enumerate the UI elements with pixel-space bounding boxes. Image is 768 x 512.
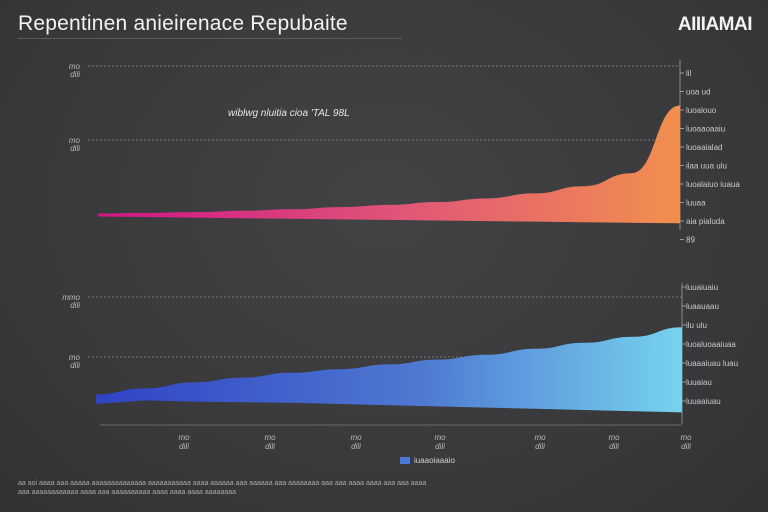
x-tick-sublabel: dili — [609, 442, 619, 451]
legend-label: iuaaoiaaaio — [414, 456, 455, 465]
upper-right-label: 89 — [686, 236, 695, 245]
lower-y-tick-label: mo — [69, 353, 81, 362]
x-tick-label: mo — [680, 433, 692, 442]
upper-right-label: lil — [686, 69, 692, 78]
x-tick-label: mo — [264, 433, 276, 442]
lower-right-label: ilu ulu — [686, 321, 707, 330]
legend-swatch — [400, 457, 410, 464]
x-tick-label: mo — [350, 433, 362, 442]
upper-y-tick-sublabel: dili — [70, 70, 80, 79]
lower-right-label: luuaiau — [686, 378, 712, 387]
lower-right-label: luaaaiuau luau — [686, 359, 738, 368]
upper-y-tick-sublabel: dili — [70, 144, 80, 153]
x-tick-sublabel: dili — [265, 442, 275, 451]
upper-right-label: ilaa uua ulu — [686, 162, 727, 171]
upper-right-label: aia pialuda — [686, 217, 725, 226]
x-tick-sublabel: dili — [435, 442, 445, 451]
x-tick-sublabel: dili — [179, 442, 189, 451]
chart-title: Repentinen anieirenace Repubaite — [18, 12, 348, 35]
legend: iuaaoiaaaio — [400, 456, 455, 465]
upper-right-label: luoaaoaaiu — [686, 125, 725, 134]
x-tick-sublabel: dili — [681, 442, 691, 451]
upper-right-label: uoa ud — [686, 88, 710, 97]
lower-right-label: luoaluoaaiuaa — [686, 340, 736, 349]
lower-y-tick-label: mmo — [62, 293, 80, 302]
upper-y-tick-label: mo — [69, 62, 81, 71]
x-tick-sublabel: dili — [351, 442, 361, 451]
x-tick-sublabel: dili — [535, 442, 545, 451]
brand-logo-text: AIIIAMAI — [677, 14, 753, 35]
upper-right-label: luoalouo — [686, 106, 717, 115]
chart-annotation: wiblwg nluitia cioa 'TAL 98L — [228, 108, 350, 119]
lower-area-series — [96, 327, 682, 413]
lower-right-label: luuaaiuau — [686, 397, 721, 406]
lower-right-label: luaauaau — [686, 302, 719, 311]
lower-right-label: luuaiuaiu — [686, 283, 718, 292]
lower-y-tick-sublabel: dili — [70, 361, 80, 370]
x-tick-label: mo — [434, 433, 446, 442]
upper-right-label: luuaa — [686, 199, 706, 208]
x-tick-label: mo — [178, 433, 190, 442]
title-divider — [18, 38, 402, 39]
upper-y-tick-label: mo — [69, 136, 81, 145]
x-tick-label: mo — [608, 433, 620, 442]
upper-area-series — [98, 105, 680, 224]
footnote: aa aoi aaaa aaa aaaaa aaaaaaaaaaaaaa aaa… — [18, 480, 427, 496]
upper-right-label: luoaaialad — [686, 143, 722, 152]
lower-y-tick-sublabel: dili — [70, 301, 80, 310]
upper-right-label: luoalaiuo iuaua — [686, 180, 740, 189]
x-tick-label: mo — [534, 433, 546, 442]
